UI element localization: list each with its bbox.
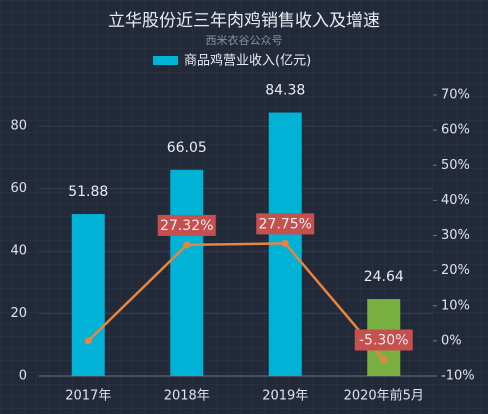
y2-tick-label: 60%	[441, 123, 470, 138]
bar-value-label: 24.64	[364, 269, 404, 285]
y2-tick-label: 70%	[441, 88, 470, 103]
x-tick-label: 2018年	[164, 389, 210, 404]
line-value-label: 27.32%	[160, 218, 213, 234]
y-tick-label: 20	[10, 306, 27, 321]
line-point	[183, 241, 191, 249]
chart-title: 立华股份近三年肉鸡销售收入及增速	[108, 11, 380, 31]
y2-tick-label: 20%	[441, 263, 470, 278]
line-value-label: 27.75%	[259, 216, 312, 232]
bar-value-label: 84.38	[265, 83, 305, 99]
value-label-box	[256, 213, 315, 235]
legend-swatch	[153, 56, 178, 65]
y-tick-label: 0	[19, 369, 27, 384]
x-tick-label: 2017年	[65, 389, 111, 404]
y-tick-label: 80	[10, 119, 27, 134]
bar-value-label: 51.88	[68, 184, 108, 200]
bar	[170, 169, 204, 376]
y-tick-label: 60	[10, 181, 27, 196]
line-point	[380, 355, 388, 363]
line-point	[281, 239, 289, 247]
chart-subtitle: 西米衣谷公众号	[206, 33, 283, 47]
x-tick-label: 2019年	[262, 389, 308, 404]
bar	[71, 214, 105, 376]
line	[87, 242, 385, 361]
y-tick-label: 40	[10, 244, 27, 259]
y2-tick-label: 30%	[441, 228, 470, 243]
y2-tick-label: 40%	[441, 193, 470, 208]
y2-tick-label: 50%	[441, 158, 470, 173]
value-label-box	[157, 214, 216, 236]
y2-tick-label: -10%	[441, 369, 475, 384]
y2-tick-label: 10%	[441, 298, 470, 313]
line-point	[84, 337, 92, 345]
x-tick-label: 2020年前5月	[344, 388, 424, 404]
legend-label: 商品鸡营业收入(亿元)	[184, 53, 311, 69]
y2-tick-label: 0%	[441, 333, 462, 348]
line-value-label: -5.30%	[359, 332, 409, 348]
value-label-box	[354, 329, 413, 351]
bar-value-label: 66.05	[167, 140, 207, 156]
